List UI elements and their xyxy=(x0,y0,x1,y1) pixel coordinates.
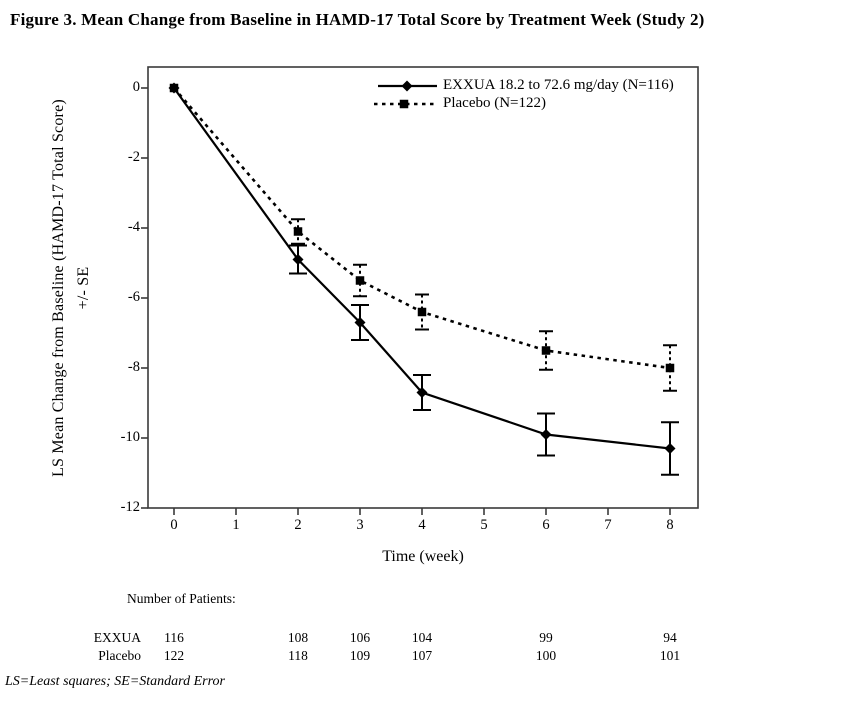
diamond-marker xyxy=(664,443,676,454)
diamond-marker xyxy=(401,80,413,92)
exxua-line xyxy=(173,87,671,450)
patient-count-cell: 108 xyxy=(287,630,309,645)
square-marker xyxy=(355,276,365,285)
y-tick-label: -6 xyxy=(127,289,140,305)
y-tick-label: -10 xyxy=(120,429,140,445)
x-tick-label: 0 xyxy=(170,517,178,533)
patients-row-label-placebo: Placebo xyxy=(98,648,141,663)
plot-frame xyxy=(147,66,699,509)
y-tick-label: -12 xyxy=(120,499,140,515)
square-marker xyxy=(541,346,551,355)
y-tick-label: 0 xyxy=(132,79,140,95)
placebo-line xyxy=(173,87,671,370)
patients-table-header: Number of Patients: xyxy=(127,591,236,606)
patient-count-cell: 99 xyxy=(539,630,553,645)
patients-row-label-exxua: EXXUA xyxy=(93,630,141,645)
diamond-marker xyxy=(416,387,428,398)
square-marker xyxy=(399,99,409,109)
square-marker xyxy=(417,307,427,317)
y-tick-label: -4 xyxy=(127,219,140,235)
x-tick-label: 7 xyxy=(604,517,612,533)
legend-entry-placebo: Placebo (N=122) xyxy=(443,95,547,111)
diamond-marker xyxy=(354,317,366,328)
x-tick-label: 4 xyxy=(418,517,426,533)
patient-count-cell: 104 xyxy=(411,630,433,645)
y-tick-label: -2 xyxy=(127,149,140,165)
y-axis-label: LS Mean Change from Baseline (HAMD-17 To… xyxy=(46,48,96,528)
figure-title: Figure 3. Mean Change from Baseline in H… xyxy=(10,10,705,29)
x-axis-label: Time (week) xyxy=(382,548,464,565)
patient-count-cell: 116 xyxy=(164,630,184,645)
diamond-marker xyxy=(168,82,180,94)
square-marker xyxy=(293,227,303,236)
x-tick-label: 2 xyxy=(294,517,302,533)
footnote: LS=Least squares; SE=Standard Error xyxy=(5,674,225,689)
patient-count-cell: 107 xyxy=(411,648,433,663)
patient-count-cell: 100 xyxy=(535,648,557,663)
y-axis-label-line2: +/- SE xyxy=(75,266,92,310)
patient-count-cell: 109 xyxy=(349,648,371,663)
x-tick-label: 8 xyxy=(666,517,674,533)
patient-count-cell: 122 xyxy=(163,648,185,663)
y-axis-label-line1: LS Mean Change from Baseline (HAMD-17 To… xyxy=(50,99,67,477)
y-tick-label: -8 xyxy=(127,359,140,375)
square-marker xyxy=(665,363,675,373)
patient-count-cell: 106 xyxy=(349,630,371,645)
patient-count-cell: 118 xyxy=(288,648,308,663)
legend-entry-exxua: EXXUA 18.2 to 72.6 mg/day (N=116) xyxy=(443,77,674,93)
patient-count-cell: 101 xyxy=(659,648,681,663)
diamond-marker xyxy=(540,429,552,440)
x-tick-label: 5 xyxy=(480,517,488,533)
patient-count-cell: 94 xyxy=(663,630,677,645)
diamond-marker xyxy=(292,254,304,265)
x-tick-label: 3 xyxy=(356,517,364,533)
x-tick-label: 6 xyxy=(542,517,550,533)
x-tick-label: 1 xyxy=(232,517,240,533)
